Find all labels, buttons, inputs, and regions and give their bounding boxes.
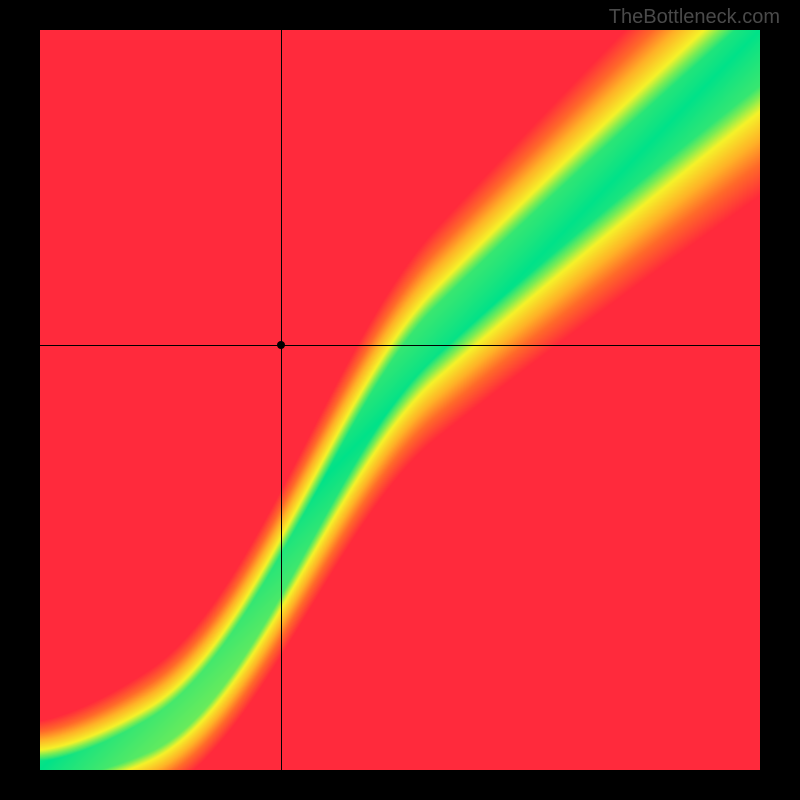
heatmap-plot — [40, 30, 760, 770]
attribution-text: TheBottleneck.com — [609, 6, 780, 29]
crosshair-vertical — [281, 30, 282, 770]
heatmap-canvas — [40, 30, 760, 770]
crosshair-marker — [277, 341, 285, 349]
chart-container: TheBottleneck.com — [0, 0, 800, 800]
crosshair-horizontal — [40, 345, 760, 346]
